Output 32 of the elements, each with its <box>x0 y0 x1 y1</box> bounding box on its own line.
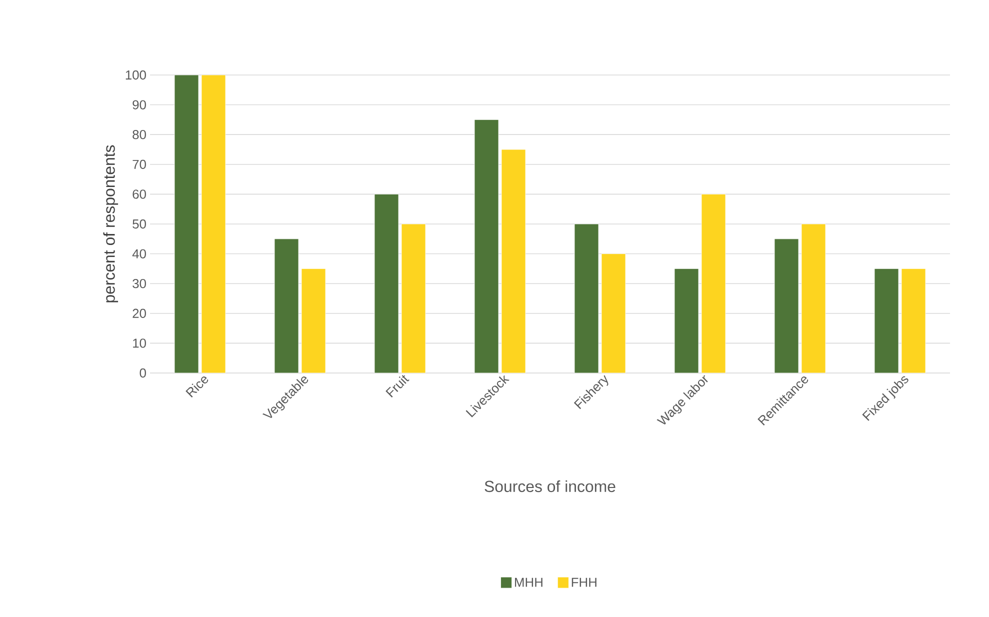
y-tick-label: 50 <box>132 219 146 229</box>
y-tick-label: 80 <box>132 130 146 140</box>
legend-label: FHH <box>572 578 596 587</box>
y-tick-label: 90 <box>132 100 146 110</box>
y-tick-label: 40 <box>132 249 146 258</box>
bar <box>501 149 526 373</box>
bar <box>174 74 199 373</box>
bar <box>401 224 426 373</box>
bar <box>474 119 499 373</box>
bar <box>874 268 899 373</box>
y-axis-title: percent of respontents <box>103 145 118 302</box>
bar <box>901 268 926 373</box>
bar <box>374 194 399 373</box>
bar <box>201 74 226 373</box>
bar <box>301 268 326 373</box>
bar <box>574 224 599 373</box>
bar <box>601 254 626 373</box>
bar <box>701 194 726 373</box>
bar <box>774 238 799 373</box>
legend-label: MHH <box>515 578 542 587</box>
y-tick-label: 0 <box>140 368 146 378</box>
y-tick-label: 30 <box>132 279 146 288</box>
y-tick-label: 20 <box>132 308 146 318</box>
x-tick-label: Rice <box>186 376 208 398</box>
bar <box>801 224 826 373</box>
y-tick-label: 70 <box>132 160 146 169</box>
bar <box>274 238 299 373</box>
y-tick-label: 60 <box>132 190 146 199</box>
x-axis-title: Sources of income <box>484 480 616 492</box>
y-tick-label: 100 <box>126 70 146 80</box>
y-tick-label: 10 <box>133 338 146 348</box>
bar <box>674 268 699 373</box>
